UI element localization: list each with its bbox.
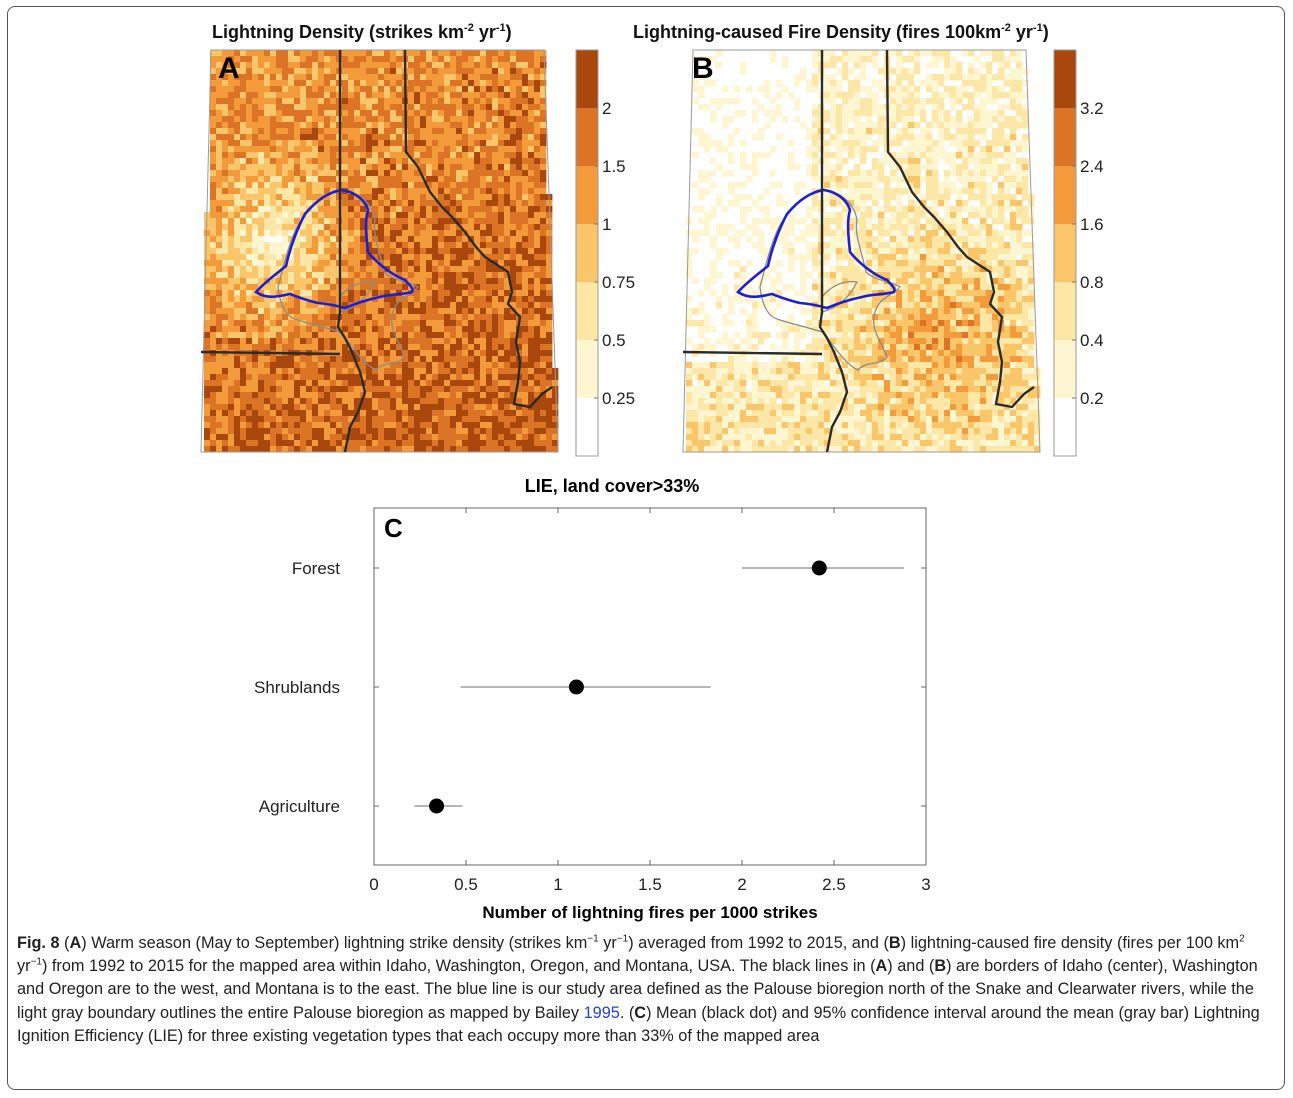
- mean-point: [568, 679, 584, 695]
- map-outline: [200, 49, 559, 453]
- fire-density-colorbar-band: [1054, 224, 1076, 282]
- oregon-washington-border: [682, 350, 823, 356]
- x-tick-label: 2: [737, 875, 746, 894]
- mean-point: [429, 798, 445, 814]
- oregon-washington-border: [200, 350, 341, 356]
- study-area-boundary: [736, 188, 896, 310]
- fire-density-colorbar-band: [1054, 282, 1076, 340]
- fire-density-colorbar-band: [1054, 340, 1076, 398]
- panel-b-letter: B: [692, 52, 714, 85]
- lightning-density-colorbar-band: [576, 108, 598, 166]
- fire-density-raster: [686, 50, 1041, 453]
- category-label: Shrublands: [254, 678, 340, 697]
- fire-density-colorbar-tick-label: 1.6: [1080, 215, 1104, 234]
- lightning-density-colorbar-tick-label: 1.5: [602, 157, 626, 176]
- fire-density-colorbar-band: [1054, 50, 1076, 108]
- figure-frame: [7, 6, 1285, 1090]
- fire-density-colorbar-band: [1054, 166, 1076, 224]
- fire-density-colorbar-tick-label: 0.8: [1080, 273, 1104, 292]
- reference-link[interactable]: 1995: [583, 1003, 620, 1022]
- x-tick-label: 1.5: [638, 875, 662, 894]
- lightning-density-raster: [204, 50, 559, 453]
- chart-title: LIE, land cover>33%: [525, 476, 700, 496]
- fire-density-colorbar-frame: [1053, 49, 1077, 457]
- lightning-density-colorbar-band: [576, 224, 598, 282]
- x-tick-label: 0: [369, 875, 378, 894]
- idaho-montana-border: [885, 49, 1035, 409]
- panel-a-letter: A: [218, 52, 240, 85]
- lightning-density-colorbar-band: [576, 398, 598, 456]
- lightning-density-colorbar-tick-label: 1: [602, 215, 611, 234]
- x-tick-label: 2.5: [822, 875, 846, 894]
- mean-point: [811, 560, 827, 576]
- lightning-density-map: A: [200, 49, 559, 453]
- panel-a-title: Lightning Density (strikes km-2 yr-1): [212, 22, 512, 42]
- map-outline: [682, 49, 1041, 453]
- lightning-density-colorbar-band: [576, 50, 598, 108]
- fire-density-colorbar-band: [1054, 398, 1076, 456]
- figure-label: Fig. 8: [17, 934, 60, 952]
- figure-caption: Fig. 8 (A) Warm season (May to September…: [17, 933, 1260, 1045]
- lightning-density-colorbar-frame: [575, 49, 599, 457]
- panel-b-title: Lightning-caused Fire Density (fires 100…: [633, 22, 1049, 42]
- lightning-density-colorbar-band: [576, 282, 598, 340]
- lightning-density-colorbar: 0.25 0.5 0.75 1 1.5 2: [575, 49, 635, 457]
- idaho-west-border: [818, 50, 849, 453]
- panel-c-letter: C: [384, 513, 403, 543]
- lightning-density-colorbar-band: [576, 166, 598, 224]
- idaho-west-border: [336, 50, 367, 453]
- lightning-density-colorbar-tick-label: 0.5: [602, 331, 626, 350]
- lightning-density-colorbar-tick-label: 2: [602, 99, 611, 118]
- lightning-density-colorbar-tick-label: 0.75: [602, 273, 635, 292]
- x-axis-label: Number of lightning fires per 1000 strik…: [482, 903, 817, 922]
- fire-density-colorbar-tick-label: 2.4: [1080, 157, 1104, 176]
- fire-density-colorbar: 0.2 0.4 0.8 1.6 2.4 3.2: [1053, 49, 1104, 457]
- idaho-montana-border: [403, 49, 553, 409]
- fire-density-map: B: [682, 49, 1041, 453]
- x-tick-label: 0.5: [454, 875, 478, 894]
- x-tick-label: 1: [553, 875, 562, 894]
- fire-density-colorbar-tick-label: 0.4: [1080, 331, 1104, 350]
- lie-chart: LIE, land cover>33% C 0 0.5 1 1.5 2 2.5 3 Fores…: [254, 476, 931, 922]
- category-label: Agriculture: [259, 797, 340, 816]
- category-label: Forest: [292, 559, 340, 578]
- lightning-density-colorbar-tick-label: 0.25: [602, 389, 635, 408]
- study-area-boundary: [254, 188, 414, 310]
- lightning-density-colorbar-band: [576, 340, 598, 398]
- fire-density-colorbar-band: [1054, 108, 1076, 166]
- x-tick-label: 3: [921, 875, 930, 894]
- fire-density-colorbar-tick-label: 3.2: [1080, 99, 1104, 118]
- fire-density-colorbar-tick-label: 0.2: [1080, 389, 1104, 408]
